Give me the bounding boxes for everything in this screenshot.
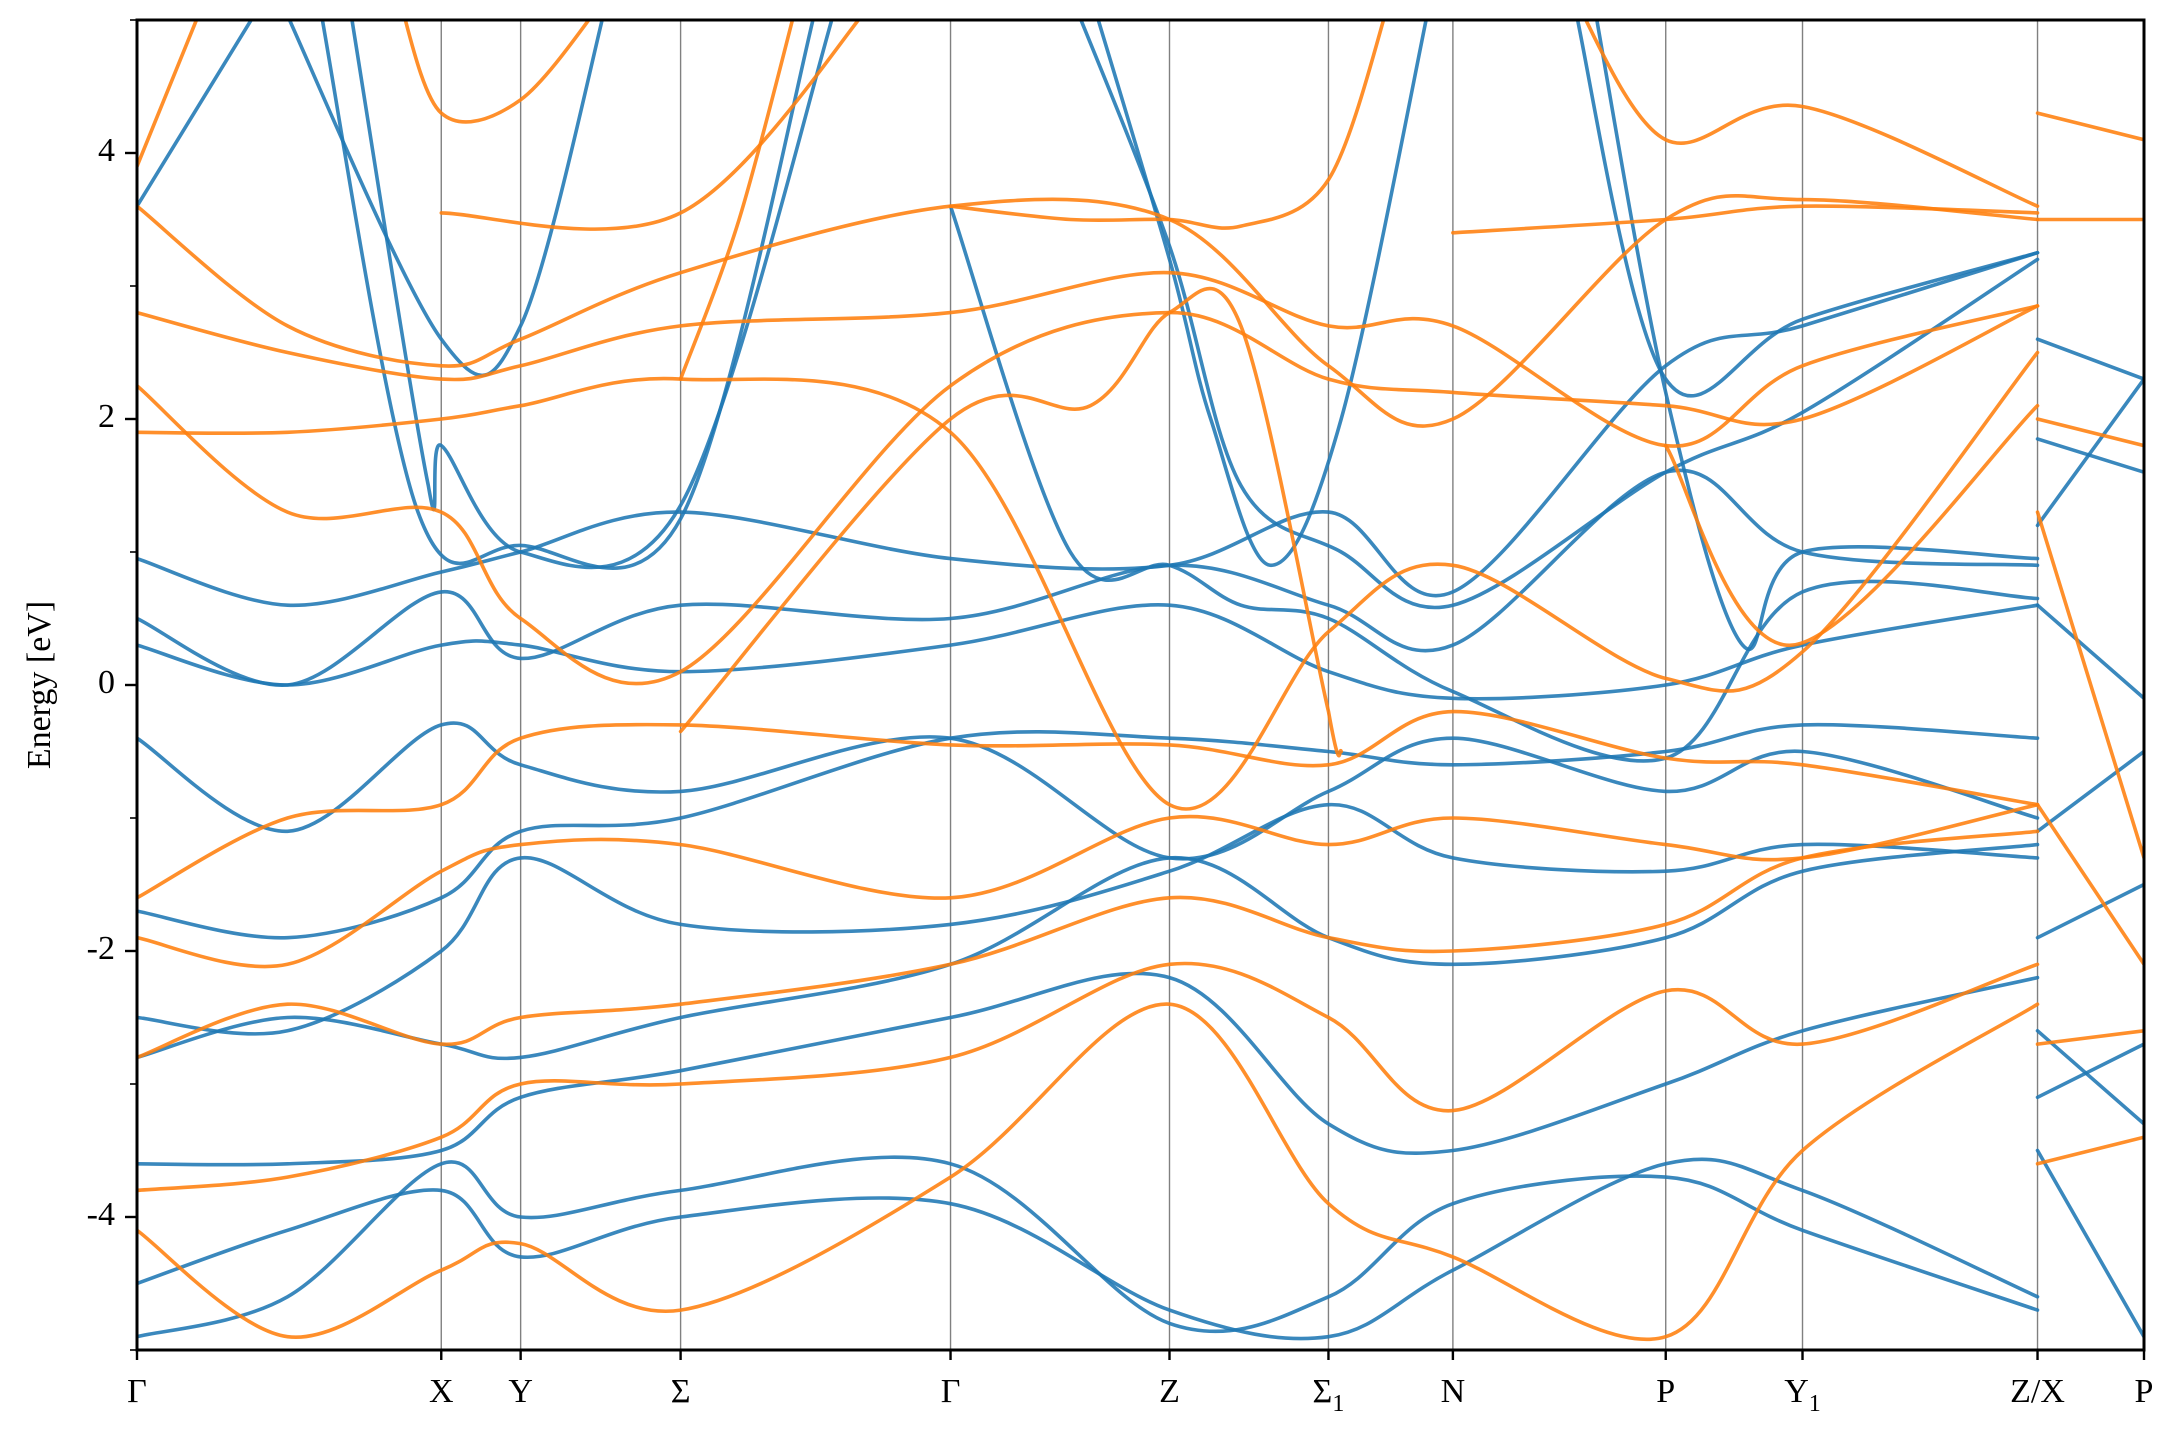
x-tick-label: Y1	[1784, 1373, 1821, 1417]
y-tick-label: 4	[98, 132, 115, 169]
band-line-s1-b1	[137, 961, 2040, 1193]
band-line-s0-b15	[1096, 20, 1428, 568]
band-line-s0-b4	[137, 802, 2040, 1036]
band-line-s1-b2	[137, 829, 2040, 1060]
band-line-s0-b1	[137, 1157, 2040, 1341]
band-line-s1-b22	[2035, 802, 2144, 967]
band-line-s1-b3	[137, 802, 2040, 969]
band-line-s0-b20	[2035, 437, 2144, 474]
band-line-s1-b20	[2035, 417, 2144, 448]
band-line-s0-b17	[1575, 20, 2040, 398]
x-tick-label: Y	[508, 1373, 533, 1410]
band-line-s1-b18	[2035, 111, 2144, 142]
high-symmetry-lines	[440, 20, 2039, 1350]
band-line-s0-b6	[137, 721, 2040, 861]
x-tick-label: Z/X	[2010, 1373, 2065, 1410]
x-tick-label: X	[429, 1373, 454, 1410]
x-tick-label: Σ	[671, 1373, 691, 1410]
band-line-s1-b12	[678, 286, 1343, 758]
band-line-s1-b15	[1451, 204, 2040, 235]
band-line-s0-b9	[137, 250, 2040, 608]
plot-frame	[135, 18, 2146, 1352]
y-tick-label: 0	[98, 664, 115, 701]
y-axis-title: Energy [eV]	[21, 601, 58, 769]
y-tick-label: -2	[87, 930, 115, 967]
y-tick-label: -4	[87, 1196, 115, 1233]
band-line-s0-b5	[137, 722, 2040, 940]
band-line-s1-b4	[137, 709, 2040, 900]
x-tick-label: N	[1441, 1373, 1466, 1410]
band-line-s0-b7	[137, 603, 2040, 701]
band-line-s1-b17	[1663, 403, 2040, 647]
band-line-s0-b14	[948, 204, 2040, 763]
band-line-s1-b6	[137, 350, 2040, 811]
band-line-s0-b12	[350, 20, 834, 570]
x-tick-label: P	[1656, 1373, 1675, 1410]
band-line-s0-b2	[137, 971, 2040, 1167]
band-line-s0-b16	[1079, 20, 2040, 610]
band-line-s0-b10	[137, 20, 254, 208]
y-tick-label: 2	[98, 398, 115, 435]
band-line-s0-b18	[1595, 20, 2040, 651]
band-line-s1-b7	[137, 270, 2040, 448]
band-line-s0-b24	[2035, 882, 2144, 940]
band-line-s0-b21	[2035, 377, 2144, 528]
band-line-s0-b25	[2035, 1029, 2144, 1126]
band-line-s1-b14	[948, 20, 1386, 230]
y-axis: -4 -2 0 2 4	[87, 19, 137, 1351]
band-line-s1-b24	[2035, 1135, 2144, 1166]
band-line-s1-b13	[678, 20, 795, 381]
band-line-s1-b10	[403, 20, 591, 124]
x-tick-label: P	[2135, 1373, 2154, 1410]
band-line-s1-b9	[137, 20, 199, 169]
band-line-s0-b13	[320, 20, 815, 570]
band-line-s1-b8	[137, 194, 2040, 428]
x-tick-label: Γ	[127, 1373, 147, 1410]
band-line-s0-b26	[2035, 1148, 2144, 1339]
band-line-s1-b16	[1583, 20, 2040, 208]
x-tick-label: Z	[1159, 1373, 1180, 1410]
x-tick-label: Σ1	[1313, 1373, 1345, 1417]
band-line-s1-b5	[137, 304, 2040, 686]
x-tick-label: Γ	[941, 1373, 961, 1410]
band-line-s0-b27	[2035, 1042, 2144, 1100]
band-line-s1-b21	[2035, 510, 2144, 860]
band-line-s1-b23	[2035, 1029, 2144, 1046]
x-axis: Γ X Y Σ Γ Z Σ1 N P Y1 Z/X P	[127, 1350, 2153, 1417]
band-line-s0-b0	[137, 1155, 2040, 1339]
band-line-s1-b11	[439, 20, 861, 231]
band-line-s0-b23	[2035, 749, 2144, 834]
band-line-s0-b22	[2035, 603, 2144, 701]
band-lines	[137, 20, 2144, 1342]
band-line-s0-b8	[137, 468, 2040, 687]
band-line-s1-b0	[137, 1002, 2040, 1342]
band-line-s0-b19	[2035, 337, 2144, 381]
